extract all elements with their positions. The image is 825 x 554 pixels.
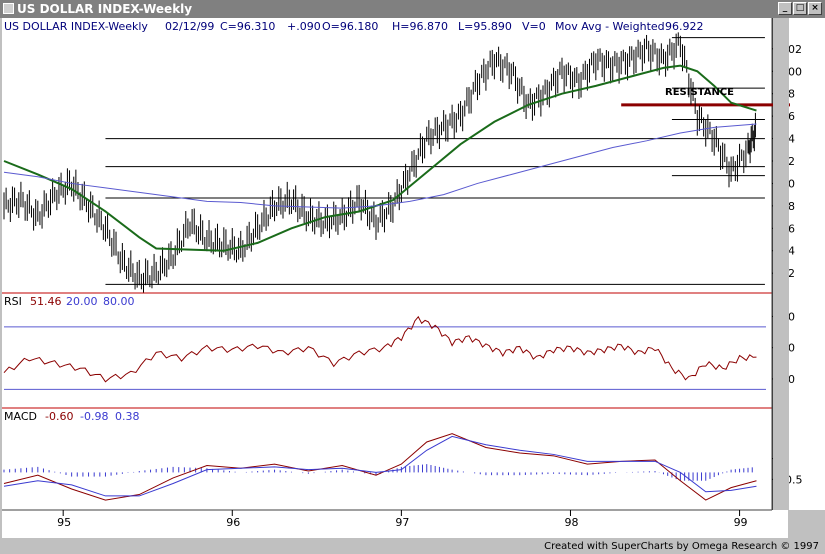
rsi-header: RSI 51.46 20.00 80.00 [4,295,135,308]
price-bars [3,32,756,293]
moving-averages [3,64,757,252]
header-close: C=96.310 [220,20,275,33]
app-icon [3,3,14,14]
support-lines [105,37,790,285]
date-tick-label: 95 [57,516,71,529]
header-study-value: 96.922 [665,20,704,33]
vertical-scrollbar[interactable] [773,18,789,510]
rsi-upper: 80.00 [103,295,135,308]
date-axis-area [2,510,788,538]
moving-average-line-2 [3,123,757,209]
rsi-label: RSI [4,295,22,308]
maximize-button[interactable]: □ [793,2,807,15]
macd-line-1 [3,433,757,501]
date-tick-label: 99 [734,516,748,529]
rsi-panel: 306090 [3,310,795,390]
macd-panel: 1-0.5 [3,433,802,501]
footer-credit: Created with SuperCharts by Omega Resear… [544,541,819,552]
rsi-value: 51.46 [30,295,62,308]
macd-value-1: -0.60 [45,410,73,423]
minimize-button[interactable]: _ [778,2,792,15]
resistance-label: RESISTANCE [665,87,734,98]
close-button[interactable]: × [808,2,822,15]
header-date: 02/12/99 [165,20,214,33]
header-low: L=95.890 [458,20,512,33]
header-change: +.090 [287,20,321,33]
date-tick-label: 97 [395,516,409,529]
header-symbol: US DOLLAR INDEX-Weekly [4,20,148,33]
date-tick-label: 96 [226,516,240,529]
chart-header: US DOLLAR INDEX-Weekly 02/12/99 C=96.310… [4,20,704,33]
window-title: US DOLLAR INDEX-Weekly [17,2,193,16]
macd-value-3: 0.38 [115,410,140,423]
header-high: H=96.870 [392,20,448,33]
price-axis-area [789,18,825,510]
macd-value-2: -0.98 [80,410,108,423]
macd-header: MACD -0.60 -0.98 0.38 [4,410,140,423]
date-axis-ticks: 95 96 97 98 99 [57,510,748,529]
moving-average-line-1 [3,64,757,252]
header-study: Mov Avg - Weighted [555,20,665,33]
macd-label: MACD [4,410,37,423]
rsi-line [3,315,757,383]
rsi-lower: 20.00 [66,295,98,308]
macd-line-2 [3,435,757,497]
date-tick-label: 98 [564,516,578,529]
title-bar: US DOLLAR INDEX-Weekly _ □ × [0,0,825,18]
header-open: O=96.180 [322,20,378,33]
header-volume: V=0 [522,20,546,33]
